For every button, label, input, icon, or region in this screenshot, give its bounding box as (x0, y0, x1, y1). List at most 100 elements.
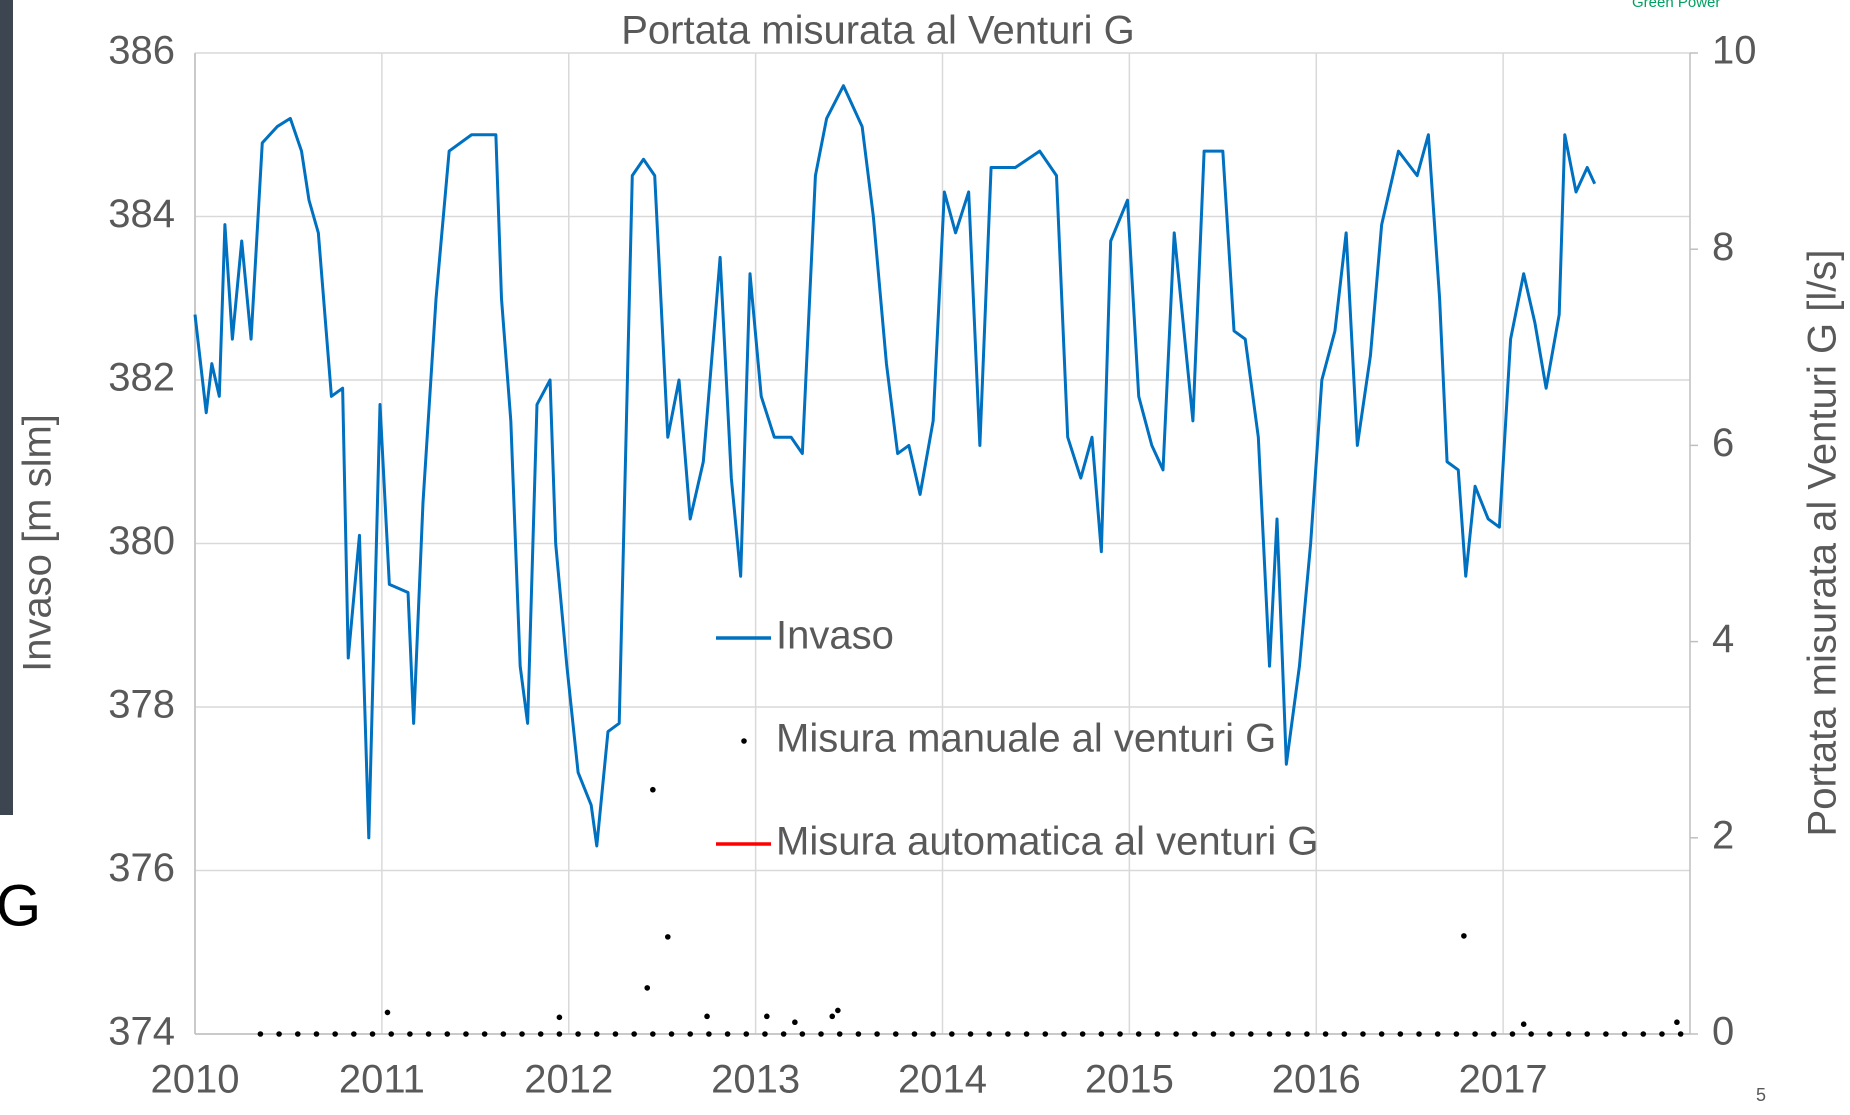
data-point (986, 1031, 992, 1037)
data-point (1461, 933, 1467, 939)
legend-symbol (741, 738, 747, 744)
data-point (1192, 1031, 1198, 1037)
x-tick-label: 2011 (339, 1058, 425, 1102)
data-point (332, 1031, 338, 1037)
data-point (519, 1031, 525, 1037)
page: Portata misurata al Venturi G Invaso [m … (0, 0, 1850, 1115)
data-point (1674, 1019, 1680, 1025)
data-point (538, 1031, 544, 1037)
data-point (792, 1019, 798, 1025)
data-point (613, 1031, 619, 1037)
data-point (1547, 1031, 1553, 1037)
data-point (930, 1031, 936, 1037)
data-point (968, 1031, 974, 1037)
data-point (1584, 1031, 1590, 1037)
y2-tick-label: 10 (1712, 29, 1757, 73)
data-point (669, 1031, 675, 1037)
legend-label: Invaso (776, 614, 894, 658)
data-point (781, 1031, 787, 1037)
data-point (482, 1031, 488, 1037)
y2-tick-label: 0 (1712, 1010, 1734, 1054)
y2-tick-label: 2 (1712, 813, 1734, 857)
x-tick-label: 2017 (1459, 1058, 1548, 1102)
data-point (501, 1031, 507, 1037)
data-point (706, 1031, 712, 1037)
y-tick-label: 384 (108, 192, 175, 236)
y-tick-label: 376 (108, 846, 175, 890)
data-point (949, 1031, 955, 1037)
y-tick-label: 378 (108, 683, 175, 727)
data-point (1211, 1031, 1217, 1037)
data-point (1640, 1031, 1646, 1037)
data-point (1117, 1031, 1123, 1037)
data-point (1155, 1031, 1161, 1037)
data-point (829, 1014, 835, 1020)
data-point (1622, 1031, 1628, 1037)
data-point (407, 1031, 413, 1037)
data-point (1285, 1031, 1291, 1037)
chart-title: Portata misurata al Venturi G (621, 9, 1135, 53)
data-point (650, 1031, 656, 1037)
data-point (1435, 1031, 1441, 1037)
data-point (1173, 1031, 1179, 1037)
data-point (1304, 1031, 1310, 1037)
data-point (725, 1031, 731, 1037)
data-point (444, 1031, 450, 1037)
x-tick-label: 2012 (524, 1058, 613, 1102)
data-point (1099, 1031, 1105, 1037)
data-point (295, 1031, 301, 1037)
data-point (1528, 1031, 1534, 1037)
y-tick-label: 386 (108, 29, 175, 73)
y-axis-label: Invaso [m slm] (16, 414, 60, 672)
data-point (351, 1031, 357, 1037)
legend-label: Misura automatica al venturi G (776, 820, 1318, 864)
data-point (1248, 1031, 1254, 1037)
photo-edge (0, 0, 13, 815)
data-point (370, 1031, 376, 1037)
data-point (631, 1031, 637, 1037)
data-point (687, 1031, 693, 1037)
data-point (1379, 1031, 1385, 1037)
data-point (665, 934, 671, 940)
y2-tick-label: 6 (1712, 421, 1734, 465)
data-point (1080, 1031, 1086, 1037)
data-point (704, 1014, 710, 1020)
data-point (856, 1031, 862, 1037)
data-point (835, 1008, 841, 1014)
data-point (1659, 1031, 1665, 1037)
data-point (1566, 1031, 1572, 1037)
chart: Portata misurata al Venturi G Invaso [m … (0, 0, 1850, 1110)
data-point (644, 985, 650, 991)
data-point (743, 1031, 749, 1037)
data-point (1229, 1031, 1235, 1037)
x-tick-label: 2015 (1085, 1058, 1174, 1102)
data-point (1521, 1021, 1527, 1027)
data-point (1267, 1031, 1273, 1037)
data-point (557, 1031, 563, 1037)
data-point (1005, 1031, 1011, 1037)
data-point (764, 1014, 770, 1020)
data-point (1678, 1031, 1684, 1037)
data-point (388, 1031, 394, 1037)
y-tick-label: 382 (108, 356, 175, 400)
data-point (1042, 1031, 1048, 1037)
brand: Green Power (1632, 0, 1720, 11)
data-point (1341, 1031, 1347, 1037)
slide-letter: G (0, 873, 41, 938)
y-tick-label: 380 (108, 519, 175, 563)
data-point (1454, 1031, 1460, 1037)
data-point (1398, 1031, 1404, 1037)
data-point (557, 1015, 563, 1021)
y-tick-label: 374 (108, 1010, 175, 1054)
legend-label: Misura manuale al venturi G (776, 717, 1276, 761)
data-point (800, 1031, 806, 1037)
data-point (1024, 1031, 1030, 1037)
x-tick-label: 2016 (1272, 1058, 1361, 1102)
data-point (463, 1031, 469, 1037)
page-number: 5 (1756, 1085, 1766, 1105)
data-point (762, 1031, 768, 1037)
data-point (1472, 1031, 1478, 1037)
data-point (1416, 1031, 1422, 1037)
y2-axis-label: Portata misurata al Venturi G [l/s] (1801, 250, 1845, 837)
data-point (1510, 1031, 1516, 1037)
